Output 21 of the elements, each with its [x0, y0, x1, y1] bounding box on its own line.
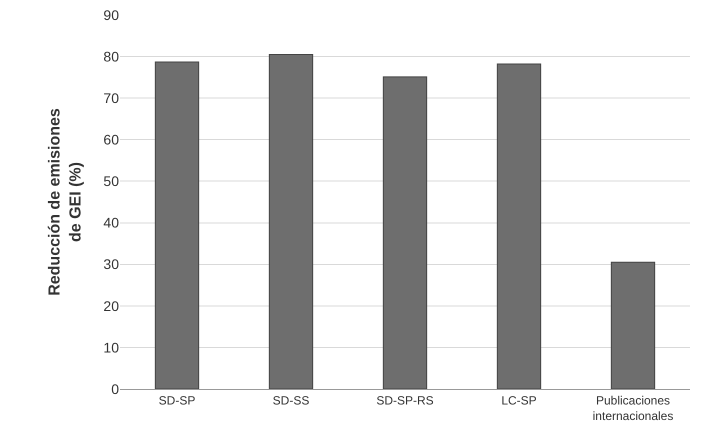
y-tick-label: 60 — [103, 132, 120, 148]
x-tick-label: LC-SP — [501, 393, 537, 408]
bar — [154, 61, 200, 389]
y-tick-label: 30 — [103, 256, 120, 272]
x-tick-label: SD-SP — [158, 393, 196, 408]
bar — [610, 262, 656, 389]
y-tick-label: 0 — [111, 380, 120, 397]
y-tick-label: 50 — [103, 173, 120, 190]
y-tick-label: 90 — [103, 6, 120, 23]
x-tick-label: SD-SP-RS — [376, 393, 434, 408]
y-tick-label: 70 — [103, 90, 120, 106]
x-tick-label: Publicaciones internacionales — [592, 393, 674, 423]
y-axis-title: Reducción de emisiones de GEI (%) — [46, 108, 84, 296]
bar — [496, 64, 542, 389]
bar — [268, 54, 314, 389]
y-tick-label: 20 — [103, 298, 120, 314]
bar — [382, 76, 428, 389]
y-tick-label: 40 — [103, 214, 120, 231]
x-tick-label: SD-SS — [272, 393, 310, 408]
y-tick-label: 10 — [103, 339, 120, 356]
y-tick-label: 80 — [103, 48, 120, 64]
